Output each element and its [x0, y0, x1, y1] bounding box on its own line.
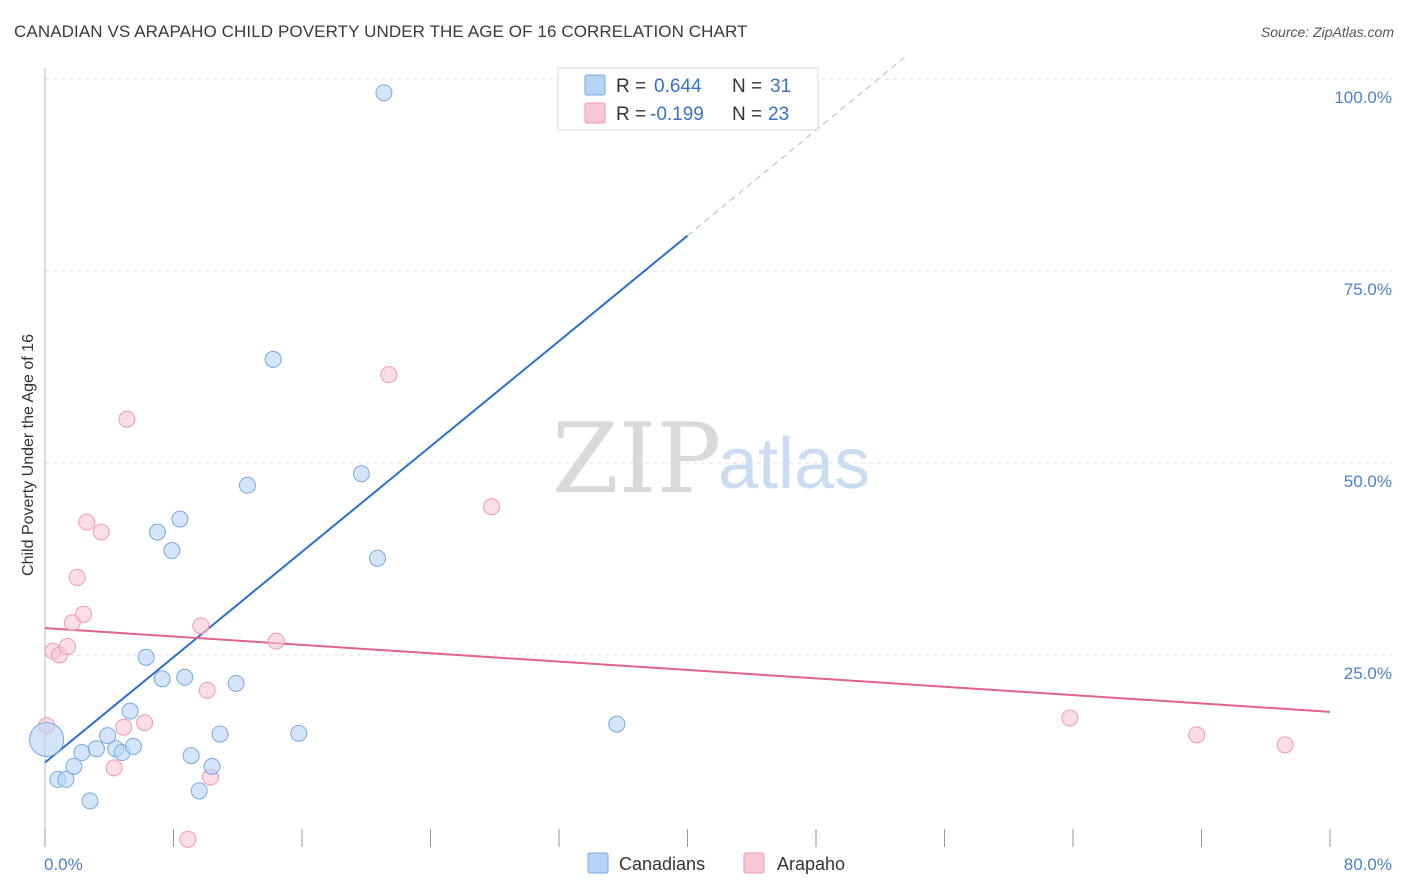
- canadians-point: [81, 792, 99, 810]
- arapaho-trend-line: [44, 627, 1331, 713]
- arapaho-point: [115, 718, 133, 736]
- source-label: Source: ZipAtlas.com: [1260, 24, 1394, 40]
- y-tick-label-100: 100.0%: [1334, 88, 1392, 107]
- legend-r-value-1: 0.644: [654, 76, 702, 97]
- canadians-point: [608, 715, 626, 733]
- watermark-atlas: atlas: [718, 424, 870, 504]
- legend-n-value-1: 31: [770, 76, 791, 97]
- gridlines: [45, 78, 1392, 656]
- legend-swatch-arapaho: [584, 102, 606, 124]
- arapaho-point: [92, 523, 110, 541]
- canadians-point: [190, 782, 208, 800]
- trend-lines: [44, 57, 1331, 764]
- arapaho-point: [78, 513, 96, 531]
- canadians-point: [29, 721, 65, 757]
- bottom-legend-label-canadians: Canadians: [619, 854, 705, 874]
- arapaho-point: [179, 830, 197, 848]
- bottom-legend-label-arapaho: Arapaho: [777, 854, 845, 874]
- x-tick-label-max: 80.0%: [1344, 855, 1392, 874]
- arapaho-point: [483, 498, 501, 516]
- y-tick-label-25: 25.0%: [1344, 664, 1392, 683]
- arapaho-point: [118, 410, 136, 428]
- axes: 25.0% 50.0% 75.0% 100.0% 0.0% 80.0%: [44, 68, 1392, 874]
- canadians-point: [182, 747, 200, 765]
- canadians-point: [148, 523, 166, 541]
- canadians-point: [211, 725, 229, 743]
- canadians-point: [124, 737, 142, 755]
- legend-r-label-1: R =: [616, 76, 646, 97]
- canadians-point: [176, 668, 194, 686]
- legend-n-value-2: 23: [768, 104, 789, 125]
- canadians-point: [57, 770, 75, 788]
- arapaho-point: [192, 617, 210, 635]
- arapaho-point: [68, 568, 86, 586]
- y-tick-label-75: 75.0%: [1344, 280, 1392, 299]
- arapaho-point: [380, 366, 398, 384]
- canadians-point: [87, 740, 105, 758]
- legend-box: R = 0.644 N = 31 R = -0.199 N = 23: [557, 67, 819, 131]
- canadians-point: [121, 702, 139, 720]
- legend-swatch-canadians: [584, 74, 606, 96]
- arapaho-point: [136, 714, 154, 732]
- y-axis-label: Child Poverty Under the Age of 16: [20, 334, 37, 576]
- canadians-point: [352, 465, 370, 483]
- legend-n-label-1: N =: [732, 76, 762, 97]
- canadians-point: [65, 757, 83, 775]
- x-tick-label-min: 0.0%: [44, 855, 83, 874]
- legend-r-label-2: R =: [616, 104, 646, 125]
- bottom-legend-swatch-arapaho: [743, 852, 765, 874]
- canadians-point: [227, 674, 245, 692]
- canadians-point: [137, 648, 155, 666]
- canadians-point: [99, 727, 117, 745]
- bottom-legend: Canadians Arapaho: [587, 852, 845, 874]
- canadians-trend-line: [44, 234, 689, 764]
- canadians-point: [73, 744, 91, 762]
- arapaho-point: [75, 605, 93, 623]
- canadians-point: [171, 510, 189, 528]
- chart-title: CANADIAN VS ARAPAHO CHILD POVERTY UNDER …: [14, 22, 748, 41]
- data-points: [29, 84, 1294, 848]
- canadians-point: [238, 476, 256, 494]
- arapaho-point: [1188, 726, 1206, 744]
- canadians-point: [290, 724, 308, 742]
- canadians-point: [368, 549, 386, 567]
- canadians-point: [264, 350, 282, 368]
- arapaho-point: [1276, 736, 1294, 754]
- legend-n-label-2: N =: [732, 104, 762, 125]
- watermark: ZIP atlas: [552, 403, 870, 515]
- legend-r-value-2: -0.199: [650, 104, 704, 125]
- arapaho-point: [58, 638, 76, 656]
- watermark-zip: ZIP: [552, 403, 721, 515]
- arapaho-point: [267, 632, 285, 650]
- y-tick-label-50: 50.0%: [1344, 472, 1392, 491]
- arapaho-point: [63, 614, 81, 632]
- canadians-point: [375, 84, 393, 102]
- canadians-point: [163, 542, 181, 560]
- bottom-legend-swatch-canadians: [587, 852, 609, 874]
- canadians-point: [203, 757, 221, 775]
- arapaho-point: [1061, 709, 1079, 727]
- canadians-trend-extension: [687, 57, 905, 237]
- arapaho-point: [198, 681, 216, 699]
- arapaho-point: [105, 759, 123, 777]
- canadians-point: [153, 670, 171, 688]
